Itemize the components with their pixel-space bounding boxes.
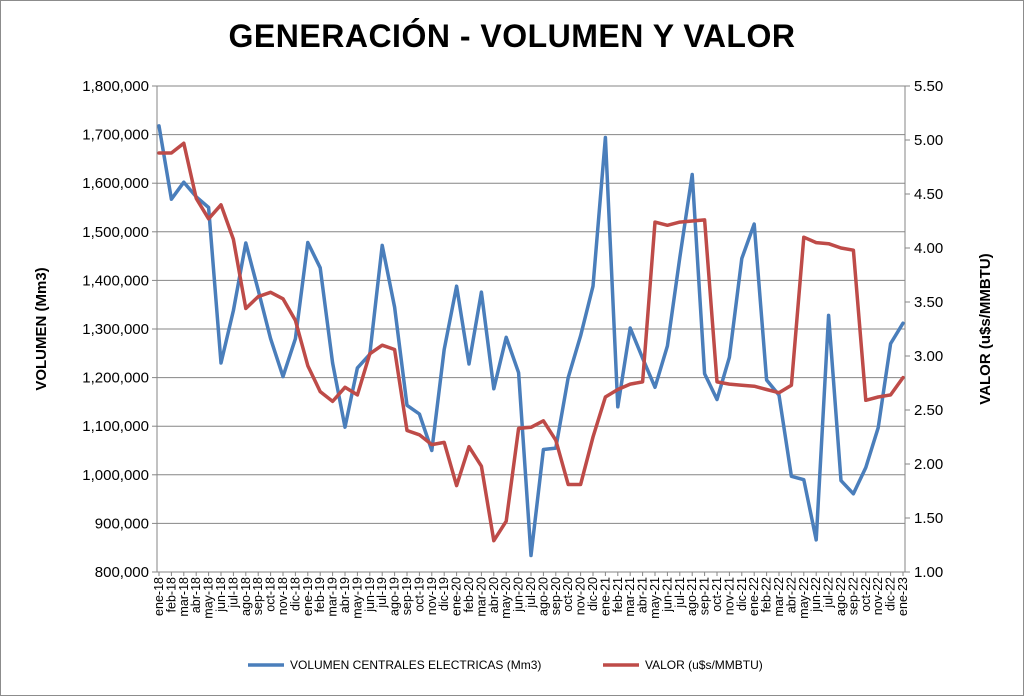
x-tick-label: mar-21 <box>623 577 637 617</box>
y2-tick-label: 3.00 <box>914 348 943 365</box>
y-tick-label: 1,000,000 <box>82 467 149 484</box>
x-tick-label: dic-22 <box>884 577 898 611</box>
x-tick-label: nov-22 <box>871 577 885 615</box>
x-tick-label: oct-18 <box>264 577 278 612</box>
x-tick-label: abr-19 <box>338 577 352 613</box>
x-tick-label: abr-21 <box>636 577 650 613</box>
x-tick-label: nov-21 <box>722 577 736 615</box>
x-tick-label: ago-18 <box>239 577 253 616</box>
x-tick-label: ago-19 <box>388 577 402 616</box>
legend-label-valor: VALOR (u$s/MMBTU) <box>645 658 763 672</box>
x-tick-label: abr-20 <box>487 577 501 613</box>
x-tick-label: dic-18 <box>288 577 302 611</box>
x-tick-label: sep-19 <box>400 577 414 615</box>
y-tick-label: 1,100,000 <box>82 418 149 435</box>
y2-tick-label: 2.00 <box>914 456 943 473</box>
x-tick-label: nov-18 <box>276 577 290 615</box>
x-tick-label: jul-18 <box>226 577 240 609</box>
x-tick-label: nov-20 <box>574 577 588 615</box>
y2-axis-title: VALOR (u$s/MMBTU) <box>977 253 994 404</box>
y-tick-label: 1,500,000 <box>82 224 149 241</box>
x-tick-label: abr-22 <box>784 577 798 613</box>
x-tick-label: oct-19 <box>412 577 426 612</box>
x-tick-label: dic-19 <box>437 577 451 611</box>
x-tick-label: jun-18 <box>214 577 228 613</box>
y2-tick-label: 4.50 <box>914 186 943 203</box>
x-tick-label: oct-20 <box>561 577 575 612</box>
x-tick-label: sep-20 <box>549 577 563 615</box>
x-tick-label: dic-20 <box>586 577 600 611</box>
x-tick-label: mar-20 <box>474 577 488 617</box>
y-tick-label: 1,700,000 <box>82 127 149 144</box>
x-tick-label: nov-19 <box>425 577 439 615</box>
x-tick-label: feb-18 <box>164 577 178 612</box>
x-tick-label: jul-19 <box>375 577 389 609</box>
x-tick-label: may-21 <box>648 577 662 619</box>
y-tick-label: 1,800,000 <box>82 78 149 95</box>
x-tick-label: ene-18 <box>152 577 166 616</box>
y2-tick-label: 4.00 <box>914 240 943 257</box>
x-tick-label: ago-21 <box>685 577 699 616</box>
volumen-series-line <box>157 124 905 558</box>
x-tick-label: feb-19 <box>313 577 327 612</box>
y2-tick-label: 5.00 <box>914 132 943 149</box>
x-tick-label: ene-21 <box>598 577 612 616</box>
x-tick-label: ago-20 <box>536 577 550 616</box>
y-tick-label: 1,600,000 <box>82 175 149 192</box>
x-tick-label: feb-22 <box>760 577 774 612</box>
x-tick-label: abr-18 <box>189 577 203 613</box>
y-tick-label: 1,300,000 <box>82 321 149 338</box>
x-tick-label: mar-18 <box>177 577 191 617</box>
x-tick-label: oct-22 <box>859 577 873 612</box>
y-tick-label: 900,000 <box>95 515 149 532</box>
y-tick-label: 1,400,000 <box>82 272 149 289</box>
x-tick-label: may-20 <box>499 577 513 619</box>
x-tick-label: oct-21 <box>710 577 724 612</box>
y-axis-title: VOLUMEN (Mm3) <box>33 267 50 390</box>
x-tick-label: jun-20 <box>512 577 526 613</box>
x-tick-label: feb-20 <box>462 577 476 612</box>
x-tick-label: ene-19 <box>301 577 315 616</box>
x-tick-label: jul-20 <box>524 577 538 609</box>
y2-tick-label: 1.50 <box>914 510 943 527</box>
x-tick-label: jul-22 <box>822 577 836 609</box>
x-tick-label: feb-21 <box>611 577 625 612</box>
legend-label-volumen: VOLUMEN CENTRALES ELECTRICAS (Mm3) <box>290 658 541 672</box>
y2-tick-label: 1.00 <box>914 564 943 581</box>
y2-tick-label: 2.50 <box>914 402 943 419</box>
x-tick-label: jun-22 <box>809 577 823 613</box>
x-tick-label: sep-21 <box>698 577 712 615</box>
y2-tick-label: 3.50 <box>914 294 943 311</box>
x-tick-label: mar-22 <box>772 577 786 617</box>
valor-series-line <box>157 141 905 543</box>
y-tick-label: 800,000 <box>95 564 149 581</box>
x-tick-label: sep-18 <box>251 577 265 615</box>
x-tick-label: ene-20 <box>450 577 464 616</box>
x-tick-label: may-18 <box>202 577 216 619</box>
x-tick-label: dic-21 <box>735 577 749 611</box>
x-tick-label: jun-21 <box>660 577 674 613</box>
x-tick-label: mar-19 <box>326 577 340 617</box>
x-tick-label: ene-23 <box>896 577 910 616</box>
y2-tick-label: 5.50 <box>914 78 943 95</box>
y-tick-label: 1,200,000 <box>82 370 149 387</box>
chart-title: GENERACIÓN - VOLUMEN Y VALOR <box>228 18 796 54</box>
x-tick-label: jun-19 <box>363 577 377 613</box>
x-tick-label: ago-22 <box>834 577 848 616</box>
x-tick-label: jul-21 <box>673 577 687 609</box>
x-tick-label: ene-22 <box>747 577 761 616</box>
x-tick-label: may-19 <box>350 577 364 619</box>
x-tick-label: may-22 <box>797 577 811 619</box>
x-tick-label: sep-22 <box>846 577 860 615</box>
